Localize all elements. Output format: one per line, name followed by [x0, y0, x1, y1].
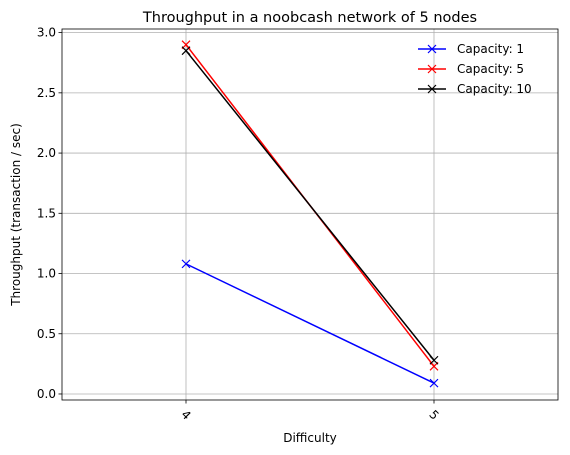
y-tick-label: 2.5 — [37, 86, 56, 100]
series-lines — [185, 44, 435, 384]
legend-label: Capacity: 10 — [457, 82, 532, 96]
y-tick-label: 1.0 — [37, 267, 56, 281]
legend-marker — [427, 44, 437, 54]
data-point-marker — [429, 355, 439, 365]
y-tick-label: 3.0 — [37, 26, 56, 40]
data-point-marker — [429, 378, 439, 388]
series-line — [185, 263, 435, 384]
series-line — [185, 50, 435, 361]
y-tick-label: 1.5 — [37, 206, 56, 220]
x-axis-label: Difficulty — [283, 431, 337, 445]
plot-area-frame — [61, 28, 559, 401]
y-tick-label: 0.0 — [37, 387, 56, 401]
chart-title: Throughput in a noobcash network of 5 no… — [142, 10, 477, 26]
series-markers — [181, 40, 439, 388]
data-point-marker — [181, 259, 191, 269]
legend-marker — [427, 64, 437, 74]
y-axis-ticks: 0.0 0.5 1.0 1.5 2.0 2.5 3.0 — [37, 26, 62, 401]
y-axis-label: Throughput (transaction / sec) — [9, 123, 23, 307]
legend-marker — [427, 84, 437, 94]
legend: Capacity: 1 Capacity: 5 Capacity: 10 — [418, 42, 532, 96]
data-point-marker — [181, 46, 191, 56]
y-tick-label: 0.5 — [37, 327, 56, 341]
y-tick-label: 2.0 — [37, 146, 56, 160]
legend-label: Capacity: 5 — [457, 62, 524, 76]
legend-label: Capacity: 1 — [457, 42, 524, 56]
